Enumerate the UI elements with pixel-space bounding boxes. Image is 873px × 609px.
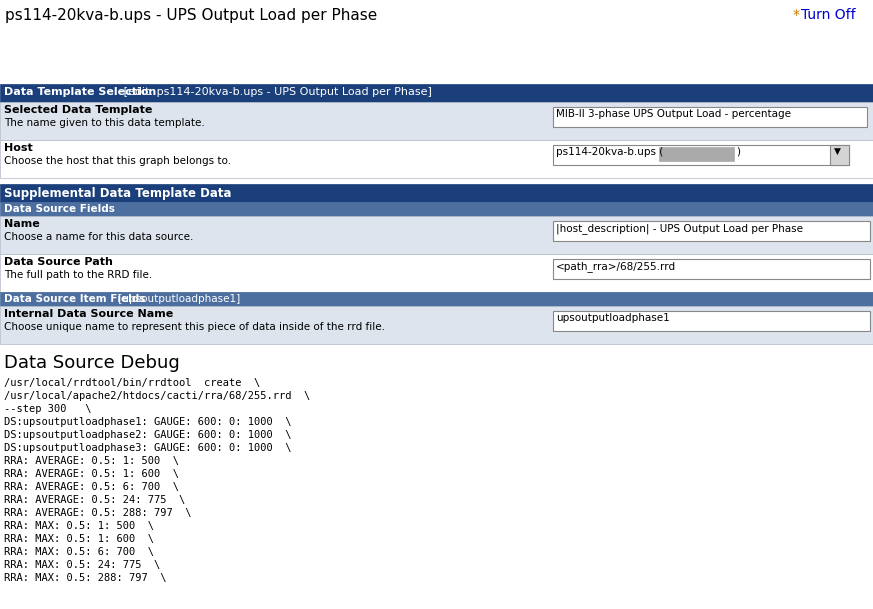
Text: Host: Host [4,143,33,153]
Text: RRA: AVERAGE: 0.5: 24: 775  \: RRA: AVERAGE: 0.5: 24: 775 \ [4,495,185,505]
Text: upsoutputloadphase1: upsoutputloadphase1 [556,313,670,323]
Text: Data Source Path: Data Source Path [4,257,113,267]
Text: ps114-20kva-b.ups (: ps114-20kva-b.ups ( [556,147,663,157]
Text: The full path to the RRD file.: The full path to the RRD file. [4,270,152,280]
Text: /usr/local/rrdtool/bin/rrdtool  create  \: /usr/local/rrdtool/bin/rrdtool create \ [4,378,260,388]
Text: Choose the host that this graph belongs to.: Choose the host that this graph belongs … [4,156,231,166]
Bar [553,221,870,241]
Bar [553,311,870,331]
Text: [edit: ps114-20kva-b.ups - UPS Output Load per Phase]: [edit: ps114-20kva-b.ups - UPS Output Lo… [120,87,432,97]
Text: RRA: AVERAGE: 0.5: 1: 500  \: RRA: AVERAGE: 0.5: 1: 500 \ [4,456,179,466]
Bar [553,107,867,127]
Bar [0,216,873,254]
Text: ): ) [736,147,740,157]
Bar [553,145,849,165]
Text: Internal Data Source Name: Internal Data Source Name [4,309,173,319]
Text: ps114-20kva-b.ups - UPS Output Load per Phase: ps114-20kva-b.ups - UPS Output Load per … [5,8,377,23]
Text: MIB-II 3-phase UPS Output Load - percentage: MIB-II 3-phase UPS Output Load - percent… [556,109,791,119]
Text: Data Source Fields: Data Source Fields [4,204,115,214]
Bar [830,145,849,165]
Text: Name: Name [4,219,40,229]
Bar [0,292,873,306]
Text: RRA: MAX: 0.5: 1: 500  \: RRA: MAX: 0.5: 1: 500 \ [4,521,154,531]
Text: Choose a name for this data source.: Choose a name for this data source. [4,232,194,242]
Text: RRA: AVERAGE: 0.5: 6: 700  \: RRA: AVERAGE: 0.5: 6: 700 \ [4,482,179,492]
Text: Data Template Selection: Data Template Selection [4,87,156,97]
Text: RRA: MAX: 0.5: 6: 700  \: RRA: MAX: 0.5: 6: 700 \ [4,547,154,557]
Text: Choose unique name to represent this piece of data inside of the rrd file.: Choose unique name to represent this pie… [4,322,385,332]
Bar [0,306,873,344]
Text: <path_rra>/68/255.rrd: <path_rra>/68/255.rrd [556,261,676,272]
Text: DS:upsoutputloadphase3: GAUGE: 600: 0: 1000  \: DS:upsoutputloadphase3: GAUGE: 600: 0: 1… [4,443,292,453]
Text: RRA: MAX: 0.5: 288: 797  \: RRA: MAX: 0.5: 288: 797 \ [4,573,167,583]
Text: RRA: MAX: 0.5: 24: 775  \: RRA: MAX: 0.5: 24: 775 \ [4,560,161,570]
Text: *: * [793,8,800,22]
Bar [0,140,873,178]
Text: /usr/local/apache2/htdocs/cacti/rra/68/255.rrd  \: /usr/local/apache2/htdocs/cacti/rra/68/2… [4,391,310,401]
Text: Data Source Debug: Data Source Debug [4,354,180,372]
Bar [659,147,734,161]
Text: DS:upsoutputloadphase2: GAUGE: 600: 0: 1000  \: DS:upsoutputloadphase2: GAUGE: 600: 0: 1… [4,430,292,440]
Text: DS:upsoutputloadphase1: GAUGE: 600: 0: 1000  \: DS:upsoutputloadphase1: GAUGE: 600: 0: 1… [4,417,292,427]
Text: --step 300   \: --step 300 \ [4,404,92,414]
Text: The name given to this data template.: The name given to this data template. [4,118,205,128]
Text: Selected Data Template: Selected Data Template [4,105,153,115]
Bar [553,259,870,279]
Bar [0,254,873,292]
Bar [0,102,873,140]
Bar [0,184,873,202]
Bar [0,202,873,216]
Text: |host_description| - UPS Output Load per Phase: |host_description| - UPS Output Load per… [556,223,803,234]
Bar [0,84,873,102]
Text: [upsoutputloadphase1]: [upsoutputloadphase1] [115,294,240,304]
Text: RRA: MAX: 0.5: 1: 600  \: RRA: MAX: 0.5: 1: 600 \ [4,534,154,544]
Text: Data Source Item Fields: Data Source Item Fields [4,294,146,304]
Text: Turn Off: Turn Off [801,8,856,22]
Text: RRA: AVERAGE: 0.5: 288: 797  \: RRA: AVERAGE: 0.5: 288: 797 \ [4,508,191,518]
Text: Supplemental Data Template Data: Supplemental Data Template Data [4,187,231,200]
Text: RRA: AVERAGE: 0.5: 1: 600  \: RRA: AVERAGE: 0.5: 1: 600 \ [4,469,179,479]
Text: ▼: ▼ [834,147,841,156]
